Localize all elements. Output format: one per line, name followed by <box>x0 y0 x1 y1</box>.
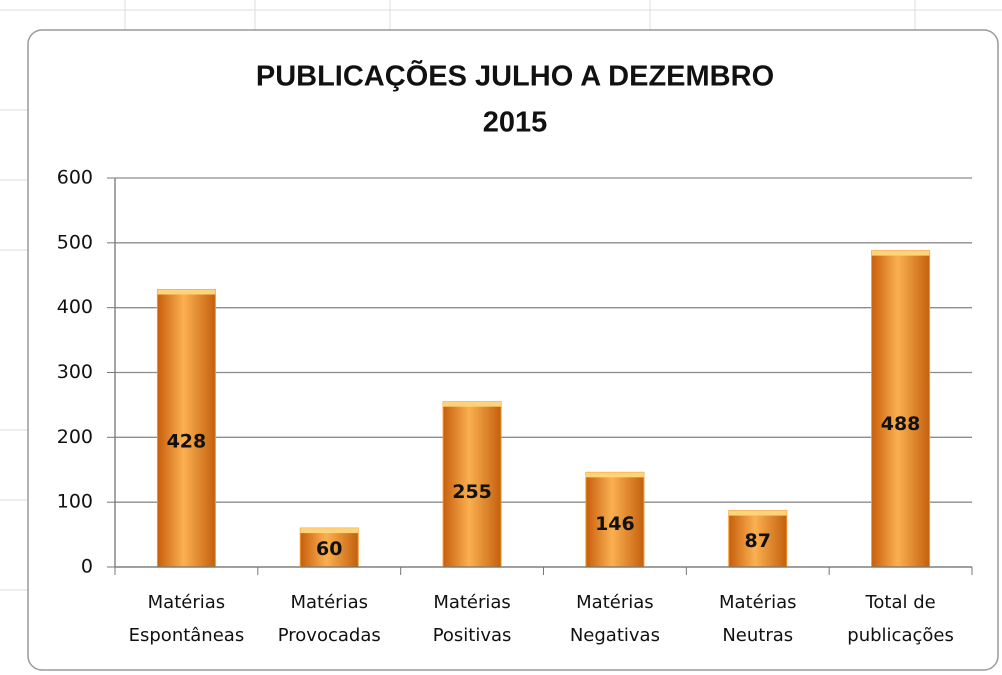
bar <box>585 471 645 568</box>
chart-title: 2015 <box>483 107 548 139</box>
chart-area <box>27 29 999 671</box>
x-tick-label: Matérias <box>576 592 654 613</box>
y-tick-label: 400 <box>57 296 93 318</box>
x-tick-label: Matérias <box>148 592 226 613</box>
bar-cap <box>157 289 216 295</box>
y-tick-label: 100 <box>57 491 93 513</box>
chart-title: PUBLICAÇÕES JULHO A DEZEMBRO <box>256 59 774 93</box>
bar-cap <box>300 528 359 534</box>
x-tick-label: Matérias <box>290 592 368 613</box>
bar-cap <box>443 401 502 407</box>
x-tick-label: Neutras <box>722 625 793 646</box>
data-label: 428 <box>167 431 207 453</box>
x-tick-label: Matérias <box>719 592 797 613</box>
x-tick-label: Espontâneas <box>129 625 245 646</box>
spreadsheet-grid <box>0 0 1002 591</box>
bar <box>728 510 788 568</box>
data-label: 255 <box>452 481 492 503</box>
data-label: 146 <box>595 513 635 535</box>
x-tick-label: Matérias <box>433 592 511 613</box>
x-tick-label: Positivas <box>433 625 512 646</box>
y-tick-label: 600 <box>57 167 93 189</box>
x-tick-label: Negativas <box>570 625 660 646</box>
bar <box>156 289 216 568</box>
y-tick-label: 0 <box>81 556 93 578</box>
data-label: 60 <box>316 538 342 560</box>
y-tick-label: 200 <box>57 426 93 448</box>
data-label: 87 <box>745 530 771 552</box>
bar-cap <box>585 472 644 478</box>
x-tick-label: publicações <box>847 625 954 646</box>
x-tick-label: Total de <box>864 592 935 613</box>
y-tick-label: 300 <box>57 361 93 383</box>
data-label: 488 <box>881 413 921 435</box>
bar <box>871 250 931 568</box>
bar-cap <box>871 250 930 256</box>
bar <box>442 401 502 568</box>
x-tick-label: Provocadas <box>278 625 381 646</box>
bar-cap <box>728 510 787 516</box>
y-tick-label: 500 <box>57 231 93 253</box>
